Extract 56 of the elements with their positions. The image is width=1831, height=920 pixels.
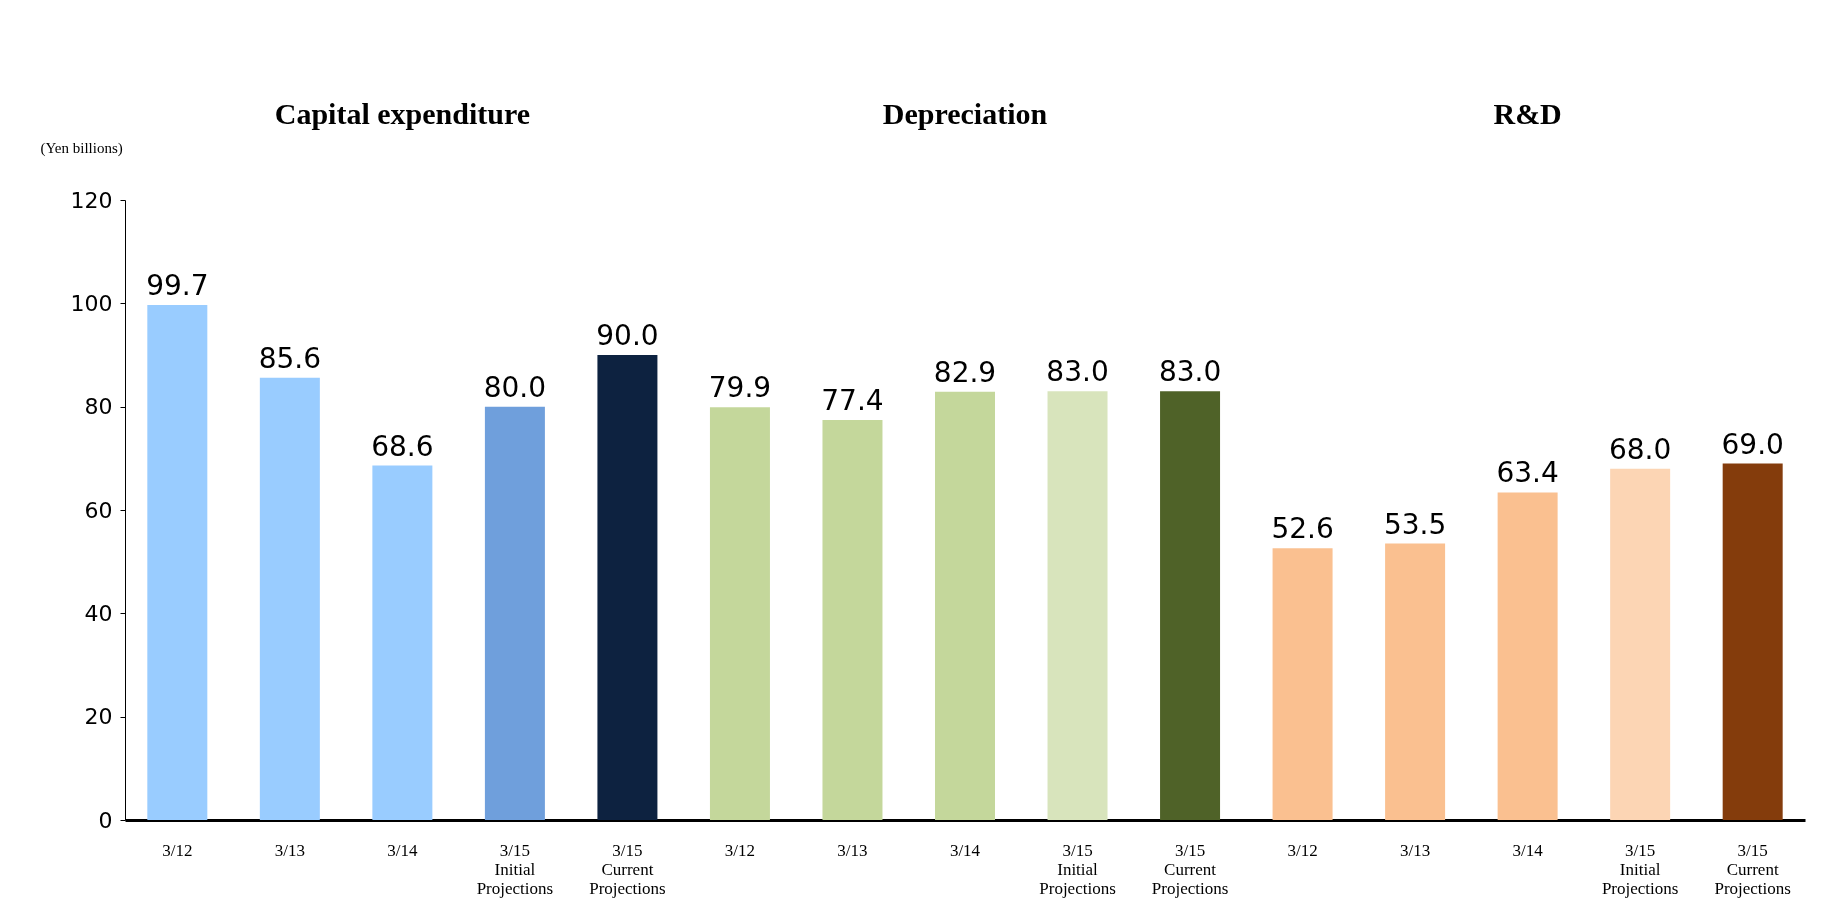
data-label: 80.0	[483, 370, 547, 404]
data-label: 79.9	[708, 371, 772, 405]
data-label: 68.0	[1608, 432, 1672, 466]
x-tick-label: 3/14	[1512, 840, 1544, 860]
y-tick-label: 80	[84, 394, 113, 420]
y-tick-label: 120	[70, 187, 113, 213]
bar	[935, 391, 995, 820]
x-tick-label: 3/14	[949, 840, 981, 860]
x-tick-label: 3/12	[724, 840, 756, 860]
data-label: 77.4	[821, 384, 884, 418]
y-tick-label: 60	[84, 497, 113, 523]
y-tick-label: 20	[84, 704, 113, 730]
data-label: 82.9	[933, 355, 997, 389]
data-label: 68.6	[371, 429, 434, 463]
data-label: 99.7	[146, 268, 209, 302]
x-tick-label: 3/13	[274, 840, 305, 860]
data-label: 85.6	[258, 341, 322, 375]
text: Depreciation	[882, 97, 1048, 130]
y-tick-label: 40	[84, 600, 113, 626]
data-label: 69.0	[1721, 427, 1784, 461]
bar	[1047, 391, 1108, 820]
data-label: 83.0	[1158, 355, 1222, 389]
x-tick-label: 3/13	[837, 840, 868, 860]
bar	[822, 420, 883, 820]
bar	[597, 355, 658, 820]
x-tick-label: 3/15 Initial Projections	[1039, 840, 1116, 898]
bar	[1160, 391, 1221, 820]
bar	[1722, 463, 1783, 820]
bar	[1610, 468, 1671, 820]
x-tick-label: 3/13	[1399, 840, 1431, 860]
x-tick-label: 3/12	[1287, 840, 1318, 860]
text: R&D	[1493, 97, 1562, 130]
y-tick-label: 100	[70, 290, 113, 316]
y-tick-label: 0	[98, 807, 113, 833]
x-tick-label: 3/15 Initial Projections	[1601, 840, 1679, 898]
bar	[1272, 548, 1333, 820]
bar	[372, 465, 433, 820]
bar	[709, 407, 770, 820]
data-label: 53.5	[1383, 507, 1447, 541]
bar	[147, 304, 208, 820]
bar	[1497, 492, 1558, 820]
bar	[259, 377, 320, 820]
x-tick-label: 3/12	[162, 840, 193, 860]
text: Capital expenditure	[274, 97, 531, 130]
x-tick-label: 3/15 Current Projections	[1151, 840, 1229, 898]
bar	[1385, 543, 1446, 820]
bar	[484, 406, 545, 820]
x-tick-label: 3/15 Initial Projections	[476, 840, 554, 898]
y-axis-title: (Yen billions)	[40, 139, 123, 157]
data-label: 63.4	[1496, 456, 1559, 490]
data-label: 90.0	[596, 319, 659, 352]
x-tick-label: 3/15 Current Projections	[1714, 840, 1791, 898]
data-label: 83.0	[1046, 355, 1109, 389]
data-label: 52.6	[1271, 512, 1334, 546]
x-tick-label: 3/14	[387, 840, 418, 860]
x-tick-label: 3/15 Current Projections	[589, 840, 666, 898]
